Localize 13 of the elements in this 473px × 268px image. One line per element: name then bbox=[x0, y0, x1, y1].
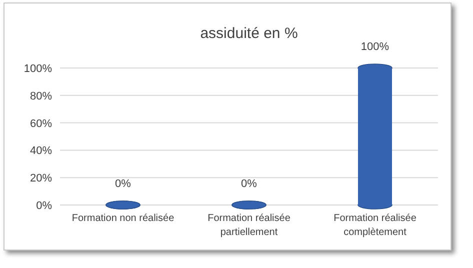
x-tick-label: Formation réalisée complètement bbox=[334, 213, 417, 238]
y-tick-label: 100% bbox=[24, 63, 52, 75]
chart-title: assiduité en % bbox=[200, 25, 298, 42]
data-label: 0% bbox=[115, 178, 132, 190]
data-label: 100% bbox=[360, 41, 390, 53]
x-tick-label: Formation réalisée partiellement bbox=[208, 213, 291, 238]
y-tick-label: 60% bbox=[30, 118, 52, 130]
y-tick-label: 40% bbox=[30, 145, 52, 158]
y-tick-label: 20% bbox=[30, 172, 52, 185]
data-label: 0% bbox=[241, 178, 258, 190]
y-tick-label: 80% bbox=[30, 90, 52, 102]
x-tick-label: Formation non réalisée bbox=[72, 213, 175, 224]
y-tick-label: 0% bbox=[36, 200, 52, 212]
